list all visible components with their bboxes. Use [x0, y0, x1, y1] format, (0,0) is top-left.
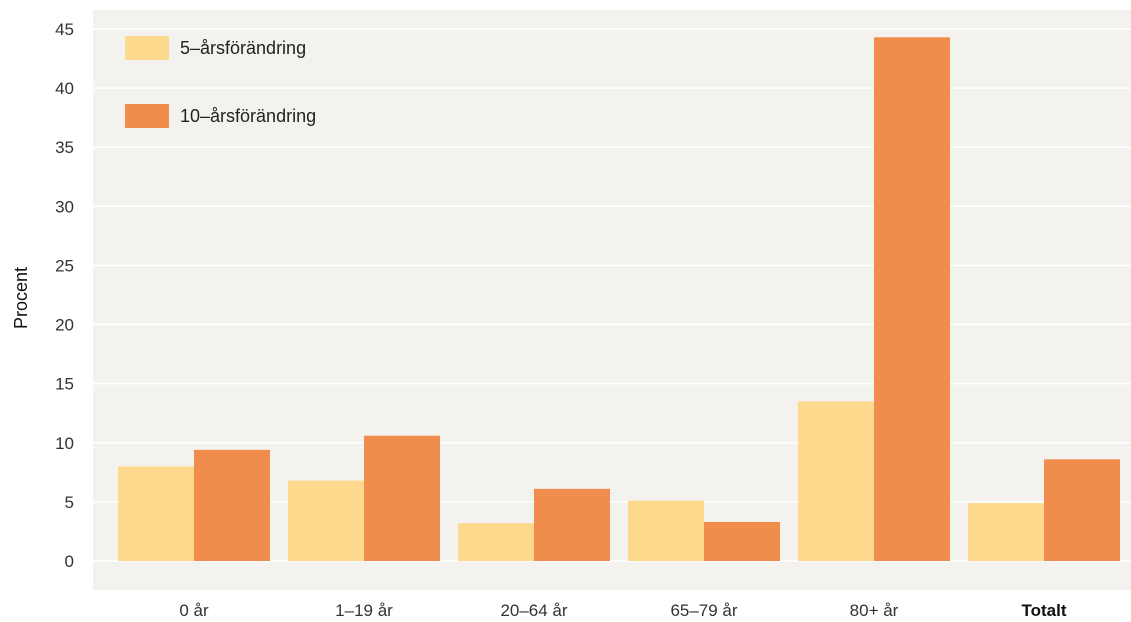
bar — [364, 435, 440, 561]
bar — [628, 500, 704, 561]
y-tick-label: 10 — [55, 434, 74, 453]
bar — [118, 466, 194, 561]
bar — [288, 480, 364, 561]
legend-swatch — [125, 36, 169, 60]
bar — [798, 401, 874, 561]
x-tick-label: 0 år — [179, 601, 209, 620]
y-axis-title: Procent — [11, 267, 31, 329]
bars — [118, 37, 1120, 561]
bar — [704, 521, 780, 561]
y-tick-label: 5 — [65, 493, 74, 512]
x-tick-label: 1–19 år — [335, 601, 393, 620]
y-tick-label: 15 — [55, 375, 74, 394]
bar — [534, 488, 610, 561]
y-tick-label: 20 — [55, 316, 74, 335]
y-tick-label: 30 — [55, 197, 74, 216]
gridlines — [93, 28, 1131, 562]
legend-label: 10–årsförändring — [180, 106, 316, 126]
legend: 5–årsförändring 10–årsförändring — [125, 36, 316, 128]
y-tick-label: 35 — [55, 138, 74, 157]
legend-swatch — [125, 104, 169, 128]
y-tick-label: 45 — [55, 20, 74, 39]
legend-label: 5–årsförändring — [180, 38, 306, 58]
bar — [968, 503, 1044, 561]
x-tick-label: 20–64 år — [500, 601, 567, 620]
bar — [458, 523, 534, 561]
y-tick-label: 0 — [65, 552, 74, 571]
x-tick-label: 65–79 år — [670, 601, 737, 620]
bar — [194, 449, 270, 561]
bar — [874, 37, 950, 561]
y-tick-label: 25 — [55, 256, 74, 275]
x-axis-labels: 0 år 1–19 år 20–64 år 65–79 år 80+ år Totalt — [179, 601, 1066, 620]
y-axis-ticks: 0 5 10 15 20 25 30 35 40 45 — [55, 20, 74, 571]
x-tick-label: 80+ år — [850, 601, 899, 620]
x-tick-label: Totalt — [1021, 601, 1066, 620]
bar — [1044, 459, 1120, 561]
y-tick-label: 40 — [55, 79, 74, 98]
